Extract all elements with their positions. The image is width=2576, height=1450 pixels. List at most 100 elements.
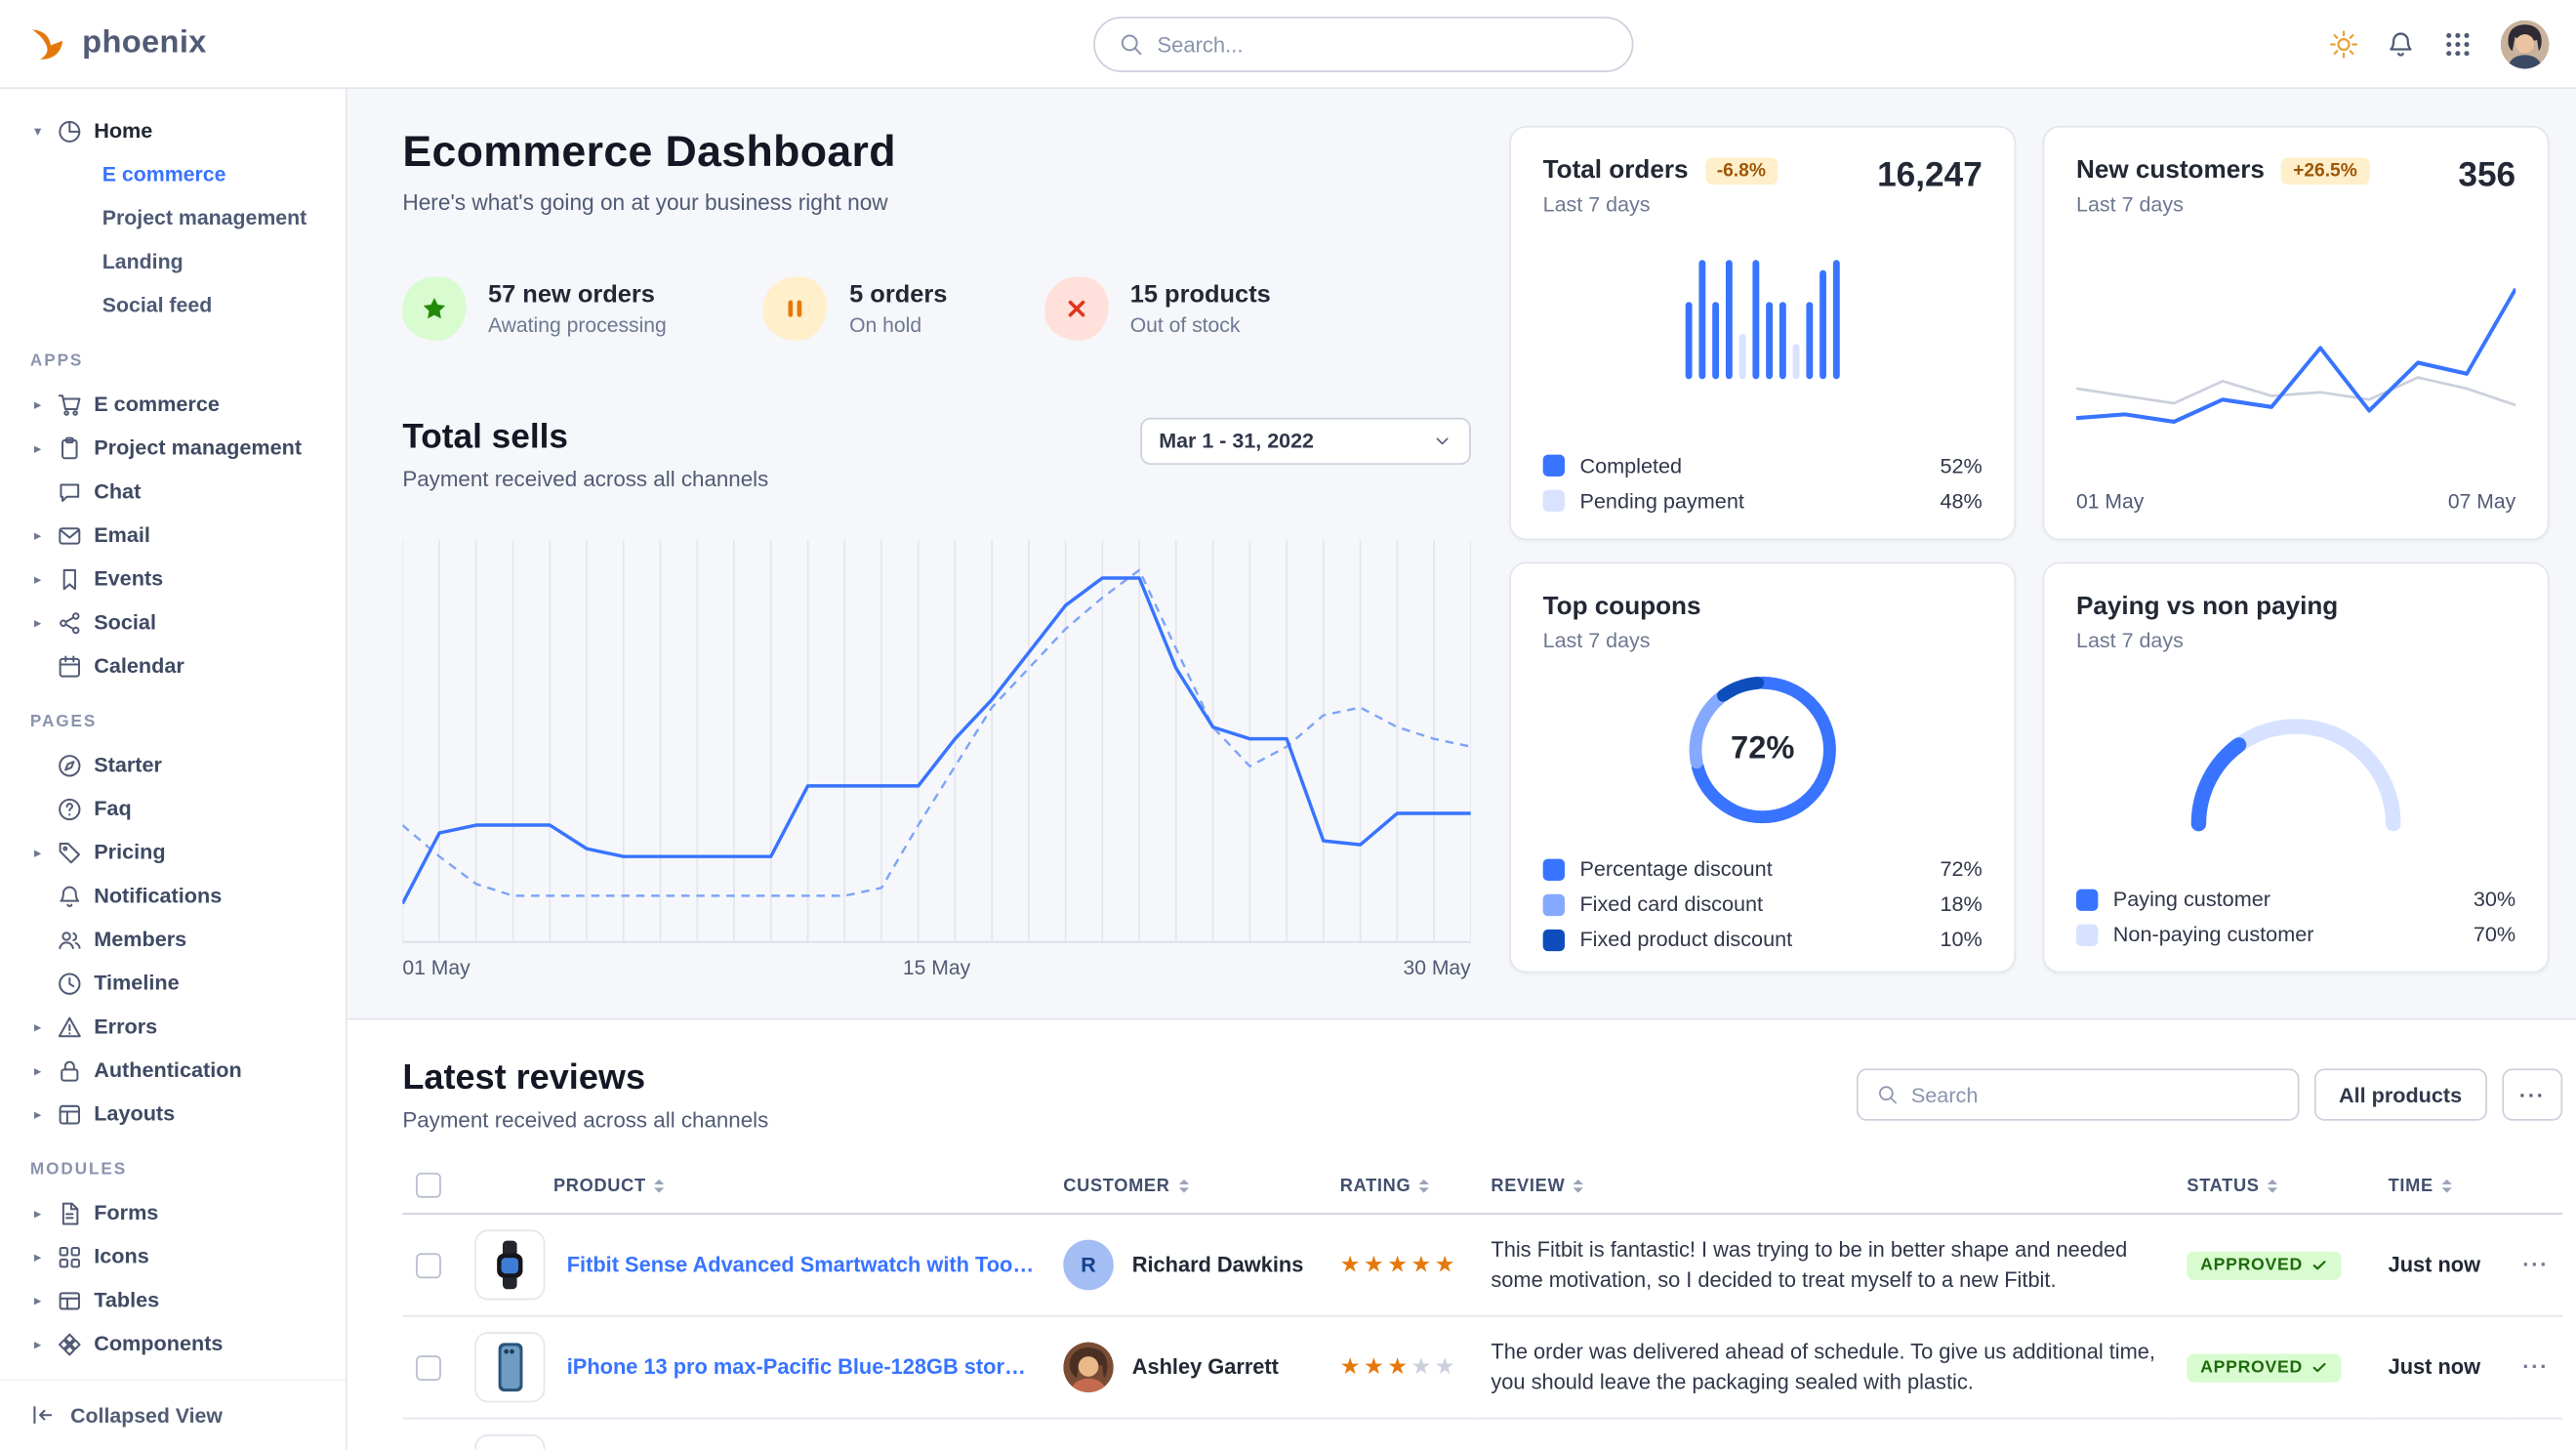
legend-row: Pending payment 48% bbox=[1542, 490, 1983, 514]
column-header-status[interactable]: Status bbox=[2173, 1160, 2375, 1215]
chevron-right-icon: ▸ bbox=[33, 569, 42, 587]
sidebar-item-faq[interactable]: Faq bbox=[23, 787, 332, 831]
product-link[interactable]: iPhone 13 pro max-Pacific Blue-128GB sto… bbox=[566, 1355, 1037, 1380]
chevron-right-icon: ▸ bbox=[33, 1104, 42, 1122]
stat-sub: Awating processing bbox=[487, 312, 667, 337]
bell-icon bbox=[57, 884, 82, 909]
sidebar-item-label: Events bbox=[94, 566, 164, 591]
collapse-view-toggle[interactable]: Collapsed View bbox=[0, 1379, 346, 1450]
sort-icon bbox=[1418, 1179, 1430, 1193]
stat-value: 15 products bbox=[1129, 280, 1271, 309]
sidebar-item-project-management-dashboard[interactable]: Project management bbox=[23, 196, 332, 240]
sidebar-item-social-feed[interactable]: Social feed bbox=[23, 283, 332, 327]
sidebar-item-tables[interactable]: ▸ Tables bbox=[23, 1278, 332, 1322]
sidebar-item-chat[interactable]: Chat bbox=[23, 470, 332, 514]
sidebar-item-notifications[interactable]: Notifications bbox=[23, 874, 332, 918]
card-period: Last 7 days bbox=[2076, 629, 2184, 653]
sidebar-item-home[interactable]: ▾ Home bbox=[23, 109, 332, 153]
sidebar-item-label: Email bbox=[94, 523, 150, 548]
dashboard-left-column: Ecommerce Dashboard Here's what's going … bbox=[402, 126, 1471, 980]
sidebar-item-icons[interactable]: ▸ Icons bbox=[23, 1235, 332, 1279]
donut-center-label: 72% bbox=[1731, 731, 1795, 767]
logo-text: phoenix bbox=[82, 24, 207, 61]
reviews-search-input[interactable] bbox=[1910, 1083, 2279, 1107]
column-header-product[interactable]: Product bbox=[461, 1160, 1050, 1215]
clipboard-icon bbox=[57, 435, 82, 461]
reviews-search[interactable] bbox=[1856, 1068, 2299, 1121]
search-icon bbox=[1876, 1084, 1898, 1105]
legend-swatch bbox=[2076, 888, 2099, 911]
sidebar-item-members[interactable]: Members bbox=[23, 918, 332, 962]
row-checkbox[interactable] bbox=[416, 1354, 441, 1381]
sidebar-item-ecommerce[interactable]: ▸ E commerce bbox=[23, 383, 332, 427]
product-link[interactable]: Fitbit Sense Advanced Smartwatch with To… bbox=[566, 1253, 1037, 1277]
sidebar-item-layouts[interactable]: ▸ Layouts bbox=[23, 1092, 332, 1136]
row-actions-button[interactable]: ··· bbox=[2509, 1315, 2563, 1420]
stat-value: 5 orders bbox=[849, 280, 948, 309]
stat-value: 57 new orders bbox=[487, 280, 655, 309]
sidebar-item-ecommerce-dashboard[interactable]: E commerce bbox=[23, 152, 332, 196]
total-sells-header: Total sells Payment received across all … bbox=[402, 417, 1471, 491]
date-range-select[interactable]: Mar 1 - 31, 2022 bbox=[1140, 417, 1471, 465]
search-icon bbox=[1119, 31, 1144, 57]
reviews-controls: All products ··· bbox=[1856, 1068, 2563, 1121]
sidebar-item-social[interactable]: ▸ Social bbox=[23, 601, 332, 644]
sidebar-item-authentication[interactable]: ▸ Authentication bbox=[23, 1049, 332, 1093]
column-header-review[interactable]: Review bbox=[1477, 1160, 2174, 1215]
stat-sub: On hold bbox=[849, 312, 922, 337]
sidebar-item-timeline[interactable]: Timeline bbox=[23, 961, 332, 1005]
sidebar-item-project-management[interactable]: ▸ Project management bbox=[23, 426, 332, 470]
sidebar-item-label: Layouts bbox=[94, 1101, 176, 1126]
legend-value: 30% bbox=[2473, 887, 2516, 911]
sidebar-item-label: Tables bbox=[94, 1288, 160, 1312]
review-text: The order was delivered ahead of schedul… bbox=[1491, 1340, 2155, 1394]
all-products-filter-button[interactable]: All products bbox=[2313, 1068, 2487, 1121]
card-top-coupons: Top coupons Last 7 days 72% bbox=[1509, 561, 2017, 974]
dashboard-top-section: Ecommerce Dashboard Here's what's going … bbox=[347, 89, 2576, 1020]
product-image bbox=[474, 1433, 546, 1450]
cart-icon bbox=[57, 392, 82, 417]
user-avatar[interactable] bbox=[2500, 19, 2550, 68]
search-input[interactable] bbox=[1157, 30, 1609, 57]
sidebar-item-calendar[interactable]: Calendar bbox=[23, 644, 332, 688]
collapse-view-label: Collapsed View bbox=[70, 1403, 223, 1428]
customer-avatar bbox=[1063, 1342, 1114, 1393]
chevron-down-icon bbox=[1432, 432, 1452, 452]
x-axis-label: 01 May bbox=[2076, 489, 2145, 514]
legend-row: Completed 52% bbox=[1542, 455, 1983, 478]
sidebar-item-events[interactable]: ▸ Events bbox=[23, 557, 332, 601]
row-actions-button[interactable]: ··· bbox=[2509, 1214, 2563, 1317]
column-header-time[interactable]: Time bbox=[2374, 1160, 2510, 1215]
notifications-bell-icon[interactable] bbox=[2387, 29, 2415, 58]
row-checkbox[interactable] bbox=[416, 1252, 441, 1278]
customer-avatar: R bbox=[1063, 1239, 1114, 1291]
card-title: Paying vs non paying bbox=[2076, 592, 2339, 621]
review-time: Just now bbox=[2374, 1315, 2510, 1420]
legend-swatch bbox=[1542, 928, 1565, 951]
global-search[interactable] bbox=[1093, 16, 1634, 72]
sidebar-section-modules: MODULES bbox=[29, 1160, 128, 1180]
sidebar-item-forms[interactable]: ▸ Forms bbox=[23, 1191, 332, 1235]
logo[interactable]: phoenix bbox=[26, 22, 206, 64]
sidebar-item-label: Pricing bbox=[94, 840, 166, 864]
reviews-more-button[interactable]: ··· bbox=[2502, 1068, 2563, 1121]
sidebar-item-label: Social feed bbox=[102, 293, 213, 317]
total-orders-value: 16,247 bbox=[1877, 155, 1983, 195]
page-subtitle: Here's what's going on at your business … bbox=[402, 189, 888, 215]
sidebar-item-components[interactable]: ▸ Components bbox=[23, 1322, 332, 1366]
theme-toggle-sun-icon[interactable] bbox=[2329, 29, 2357, 58]
phoenix-logo-icon bbox=[31, 28, 63, 59]
change-badge: +26.5% bbox=[2281, 156, 2369, 185]
column-header-rating[interactable]: Rating bbox=[1327, 1160, 1478, 1215]
select-all-checkbox[interactable] bbox=[416, 1172, 441, 1198]
card-period: Last 7 days bbox=[2076, 192, 2184, 217]
sidebar-item-email[interactable]: ▸ Email bbox=[23, 514, 332, 558]
sidebar-item-errors[interactable]: ▸ Errors bbox=[23, 1005, 332, 1049]
chevron-right-icon: ▸ bbox=[33, 843, 42, 860]
sidebar-item-pricing[interactable]: ▸ Pricing bbox=[23, 830, 332, 874]
apps-grid-icon[interactable] bbox=[2443, 29, 2472, 58]
column-header-customer[interactable]: Customer bbox=[1049, 1160, 1328, 1215]
sidebar-item-landing[interactable]: Landing bbox=[23, 240, 332, 284]
pause-icon bbox=[763, 276, 828, 341]
sidebar-item-starter[interactable]: Starter bbox=[23, 743, 332, 787]
